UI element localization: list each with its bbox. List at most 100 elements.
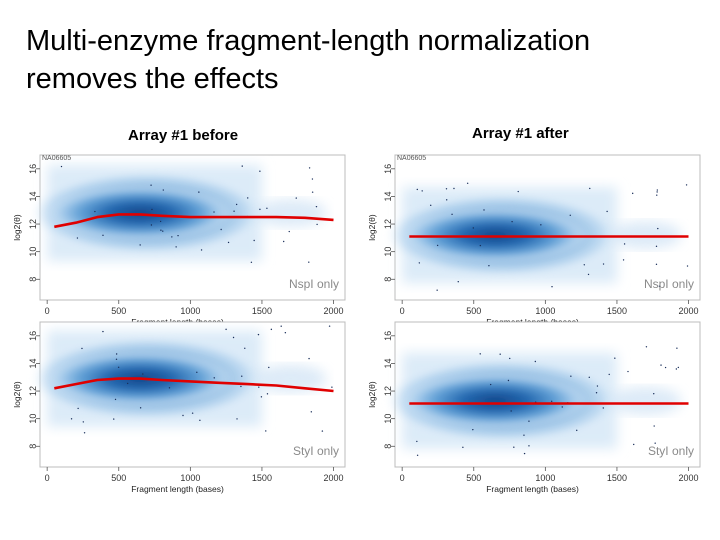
outlier-point	[686, 446, 688, 449]
outlier-point	[257, 333, 260, 336]
outlier-point	[602, 263, 605, 265]
outlier-point	[162, 189, 164, 191]
outlier-point	[511, 220, 513, 223]
outlier-point	[81, 347, 83, 350]
outlier-point	[150, 184, 152, 186]
x-tick-label: 2000	[679, 473, 699, 483]
outlier-point	[244, 347, 246, 350]
outlier-point	[331, 386, 333, 388]
y-tick-label: 10	[28, 247, 38, 257]
outlier-point	[258, 386, 260, 388]
outlier-point	[664, 366, 667, 369]
outlier-point	[76, 237, 79, 239]
y-tick-label: 10	[28, 414, 38, 424]
outlier-point	[583, 264, 585, 266]
outlier-point	[198, 191, 200, 193]
x-tick-label: 1500	[607, 306, 627, 316]
outlier-point	[266, 393, 269, 395]
outlier-point	[631, 192, 634, 195]
outlier-point	[168, 387, 171, 389]
outlier-point	[160, 229, 162, 231]
outlier-point	[282, 240, 285, 243]
outlier-point	[436, 289, 438, 291]
outlier-point	[608, 373, 610, 376]
outlier-point	[421, 190, 423, 192]
outlier-point	[102, 234, 104, 237]
outlier-point	[182, 414, 184, 417]
density-core	[402, 372, 589, 429]
outlier-point	[102, 330, 104, 333]
outlier-point	[654, 442, 656, 444]
outlier-point	[200, 249, 203, 251]
outlier-point	[311, 191, 314, 193]
outlier-point	[199, 419, 201, 422]
y-tick-label: 16	[28, 331, 38, 341]
outlier-point	[94, 210, 96, 213]
outlier-point	[328, 325, 331, 327]
x-tick-label: 1000	[535, 306, 555, 316]
outlier-point	[115, 358, 118, 360]
outlier-point	[196, 371, 198, 373]
x-tick-label: 2000	[324, 306, 344, 316]
x-tick-label: 0	[45, 473, 50, 483]
enzyme-label: StyI only	[648, 444, 694, 458]
outlier-point	[686, 265, 689, 267]
outlier-point	[316, 223, 318, 226]
outlier-point	[507, 379, 510, 382]
outlier-point	[311, 178, 314, 180]
outlier-point	[550, 400, 553, 402]
x-tick-label: 500	[466, 306, 481, 316]
density-core	[402, 207, 589, 264]
enzyme-label: NspI only	[644, 277, 694, 291]
outlier-point	[657, 227, 659, 230]
outlier-point	[589, 187, 591, 190]
outlier-point	[472, 227, 475, 229]
outlier-point	[250, 261, 253, 263]
outlier-point	[453, 187, 455, 190]
y-tick-label: 12	[28, 219, 38, 229]
outlier-point	[677, 366, 680, 369]
outlier-point	[227, 241, 230, 244]
outlier-point	[436, 244, 439, 247]
outlier-point	[321, 430, 324, 432]
y-tick-label: 16	[383, 164, 393, 174]
x-tick-label: 500	[466, 473, 481, 483]
outlier-point	[623, 243, 626, 245]
outlier-point	[241, 165, 243, 167]
outlier-point	[260, 396, 263, 398]
outlier-point	[528, 420, 530, 422]
outlier-point	[462, 446, 464, 449]
outlier-point	[540, 224, 542, 226]
density-tail	[609, 386, 682, 415]
y-tick-label: 10	[383, 247, 393, 257]
outlier-point	[523, 452, 526, 455]
outlier-point	[685, 184, 688, 186]
outlier-point	[588, 376, 590, 379]
outlier-point	[236, 418, 238, 420]
outlier-point	[151, 208, 153, 211]
sample-label: NA06605	[42, 155, 71, 162]
outlier-point	[676, 347, 678, 349]
y-tick-label: 10	[383, 414, 393, 424]
y-tick-label: 14	[28, 358, 38, 368]
outlier-point	[77, 407, 79, 410]
outlier-point	[561, 406, 563, 408]
y-axis-label: log2(θ)	[12, 381, 22, 408]
outlier-point	[315, 205, 318, 208]
outlier-point	[614, 357, 616, 359]
x-tick-label: 500	[111, 473, 126, 483]
outlier-point	[416, 188, 418, 191]
outlier-point	[162, 230, 164, 232]
density-tail	[254, 199, 327, 227]
outlier-point	[602, 407, 604, 409]
outlier-point	[509, 357, 511, 360]
x-tick-label: 1500	[252, 306, 272, 316]
outlier-point	[177, 234, 179, 237]
outlier-point	[280, 325, 282, 327]
x-tick-label: 2000	[679, 306, 699, 316]
y-axis-label: log2(θ)	[367, 214, 377, 241]
density-cloud	[385, 187, 682, 284]
outlier-point	[653, 425, 655, 427]
